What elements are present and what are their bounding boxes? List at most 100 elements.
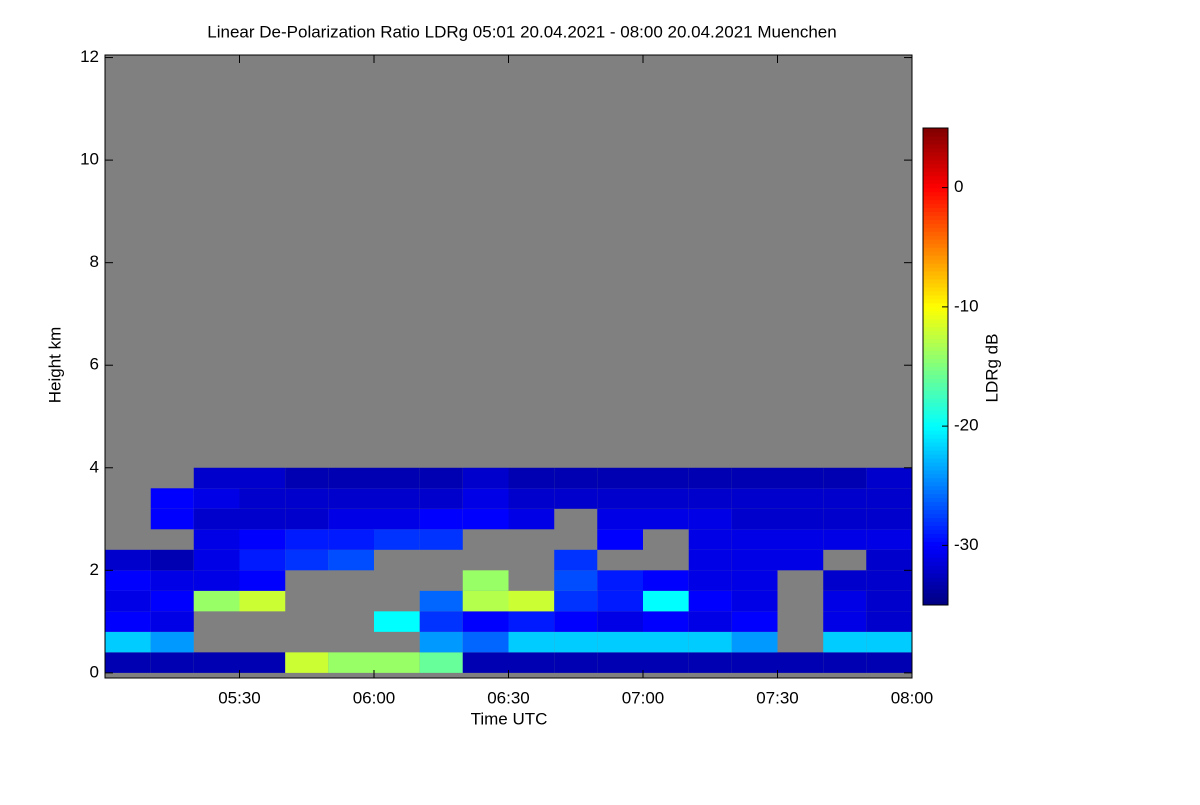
colorbar-segment <box>923 147 948 153</box>
colorbar-segment <box>923 223 948 228</box>
heatmap-cell <box>597 590 643 612</box>
heatmap-cell <box>105 652 151 673</box>
colorbar-tick-label: 0 <box>954 177 963 196</box>
colorbar-segment <box>923 219 948 224</box>
colorbar-segment <box>923 159 948 165</box>
colorbar-segment <box>923 310 948 316</box>
heatmap-cell <box>643 488 689 509</box>
heatmap-cell <box>419 631 463 653</box>
colorbar-segment <box>923 497 948 503</box>
colorbar-segment <box>923 179 948 185</box>
y-axis-label: Height km <box>45 327 64 404</box>
heatmap-cell <box>462 631 509 653</box>
x-axis-label: Time UTC <box>471 709 548 728</box>
colorbar-segment <box>923 390 948 395</box>
heatmap-cell <box>731 508 778 530</box>
heatmap-cell <box>777 652 824 673</box>
heatmap-cell <box>328 529 374 550</box>
colorbar-segment <box>923 175 948 181</box>
colorbar-segment <box>923 283 948 288</box>
heatmap-cell <box>688 529 732 550</box>
heatmap-cell <box>823 570 867 591</box>
heatmap-cell <box>150 508 194 530</box>
heatmap-cell <box>150 652 194 673</box>
colorbar-segment <box>923 139 948 145</box>
heatmap-cell <box>597 529 643 550</box>
heatmap-cell <box>462 467 509 489</box>
colorbar-segment <box>923 235 948 240</box>
heatmap-cell <box>462 508 509 530</box>
heatmap-cell <box>823 652 867 673</box>
heatmap-cell <box>597 611 643 632</box>
heatmap-cell <box>374 467 420 489</box>
heatmap-cell <box>643 590 689 612</box>
heatmap-cell <box>554 652 598 673</box>
colorbar-segment <box>923 298 948 304</box>
colorbar-segment <box>923 350 948 356</box>
heatmap-cell <box>554 611 598 632</box>
heatmap-cell <box>554 488 598 509</box>
colorbar-segment <box>923 410 948 415</box>
heatmap-cell <box>823 590 867 612</box>
heatmap-cell <box>731 570 778 591</box>
colorbar-tick-label: -20 <box>954 416 979 435</box>
heatmap-cell <box>823 529 867 550</box>
colorbar-segment <box>923 449 948 455</box>
heatmap-cell <box>643 570 689 591</box>
colorbar-segment <box>923 255 948 260</box>
heatmap-cell <box>554 631 598 653</box>
heatmap-cell <box>462 488 509 509</box>
colorbar-segment <box>923 446 948 451</box>
colorbar-segment <box>923 438 948 443</box>
heatmap-cell <box>105 590 151 612</box>
heatmap-cell <box>374 529 420 550</box>
colorbar-segment <box>923 215 948 220</box>
y-tick-label: 4 <box>90 457 99 476</box>
heatmap-cell <box>777 488 824 509</box>
heatmap-cell <box>419 488 463 509</box>
heatmap-cell <box>731 631 778 653</box>
heatmap-cell <box>419 590 463 612</box>
heatmap-cell <box>823 488 867 509</box>
colorbar-segment <box>923 477 948 483</box>
heatmap-cell <box>508 488 555 509</box>
colorbar-segment <box>923 597 948 602</box>
heatmap-cell <box>688 467 732 489</box>
heatmap-cell <box>823 611 867 632</box>
colorbar-segment <box>923 334 948 340</box>
colorbar-segment <box>923 322 948 328</box>
heatmap-cell <box>328 467 374 489</box>
heatmap-cell <box>374 652 420 673</box>
colorbar-segment <box>923 434 948 439</box>
heatmap-cell <box>731 488 778 509</box>
y-tick-label: 2 <box>90 560 99 579</box>
colorbar-segment <box>923 247 948 252</box>
colorbar-segment <box>923 318 948 324</box>
heatmap-cell <box>419 611 463 632</box>
heatmap-cell <box>285 652 329 673</box>
heatmap-cell <box>688 508 732 530</box>
y-tick-label: 8 <box>90 252 99 271</box>
colorbar-segment <box>923 342 948 348</box>
heatmap-cell <box>508 590 555 612</box>
colorbar-segment <box>923 128 948 133</box>
colorbar-segment <box>923 517 948 523</box>
x-tick-label: 06:00 <box>353 688 396 707</box>
colorbar-segment <box>923 275 948 280</box>
heatmap-cell <box>239 467 286 489</box>
heatmap-cell <box>105 570 151 591</box>
colorbar-segment <box>923 469 948 475</box>
colorbar-segment <box>923 509 948 515</box>
heatmap-cell <box>193 652 240 673</box>
heatmap-cell <box>731 652 778 673</box>
heatmap-cell <box>193 529 240 550</box>
colorbar-segment <box>923 386 948 391</box>
colorbar-segment <box>923 481 948 487</box>
colorbar-segment <box>923 370 948 375</box>
heatmap-cell <box>777 467 824 489</box>
heatmap-cell <box>731 549 778 571</box>
heatmap-cell <box>554 570 598 591</box>
colorbar-segment <box>923 589 948 594</box>
colorbar-segment <box>923 545 948 550</box>
colorbar-segment <box>923 227 948 232</box>
